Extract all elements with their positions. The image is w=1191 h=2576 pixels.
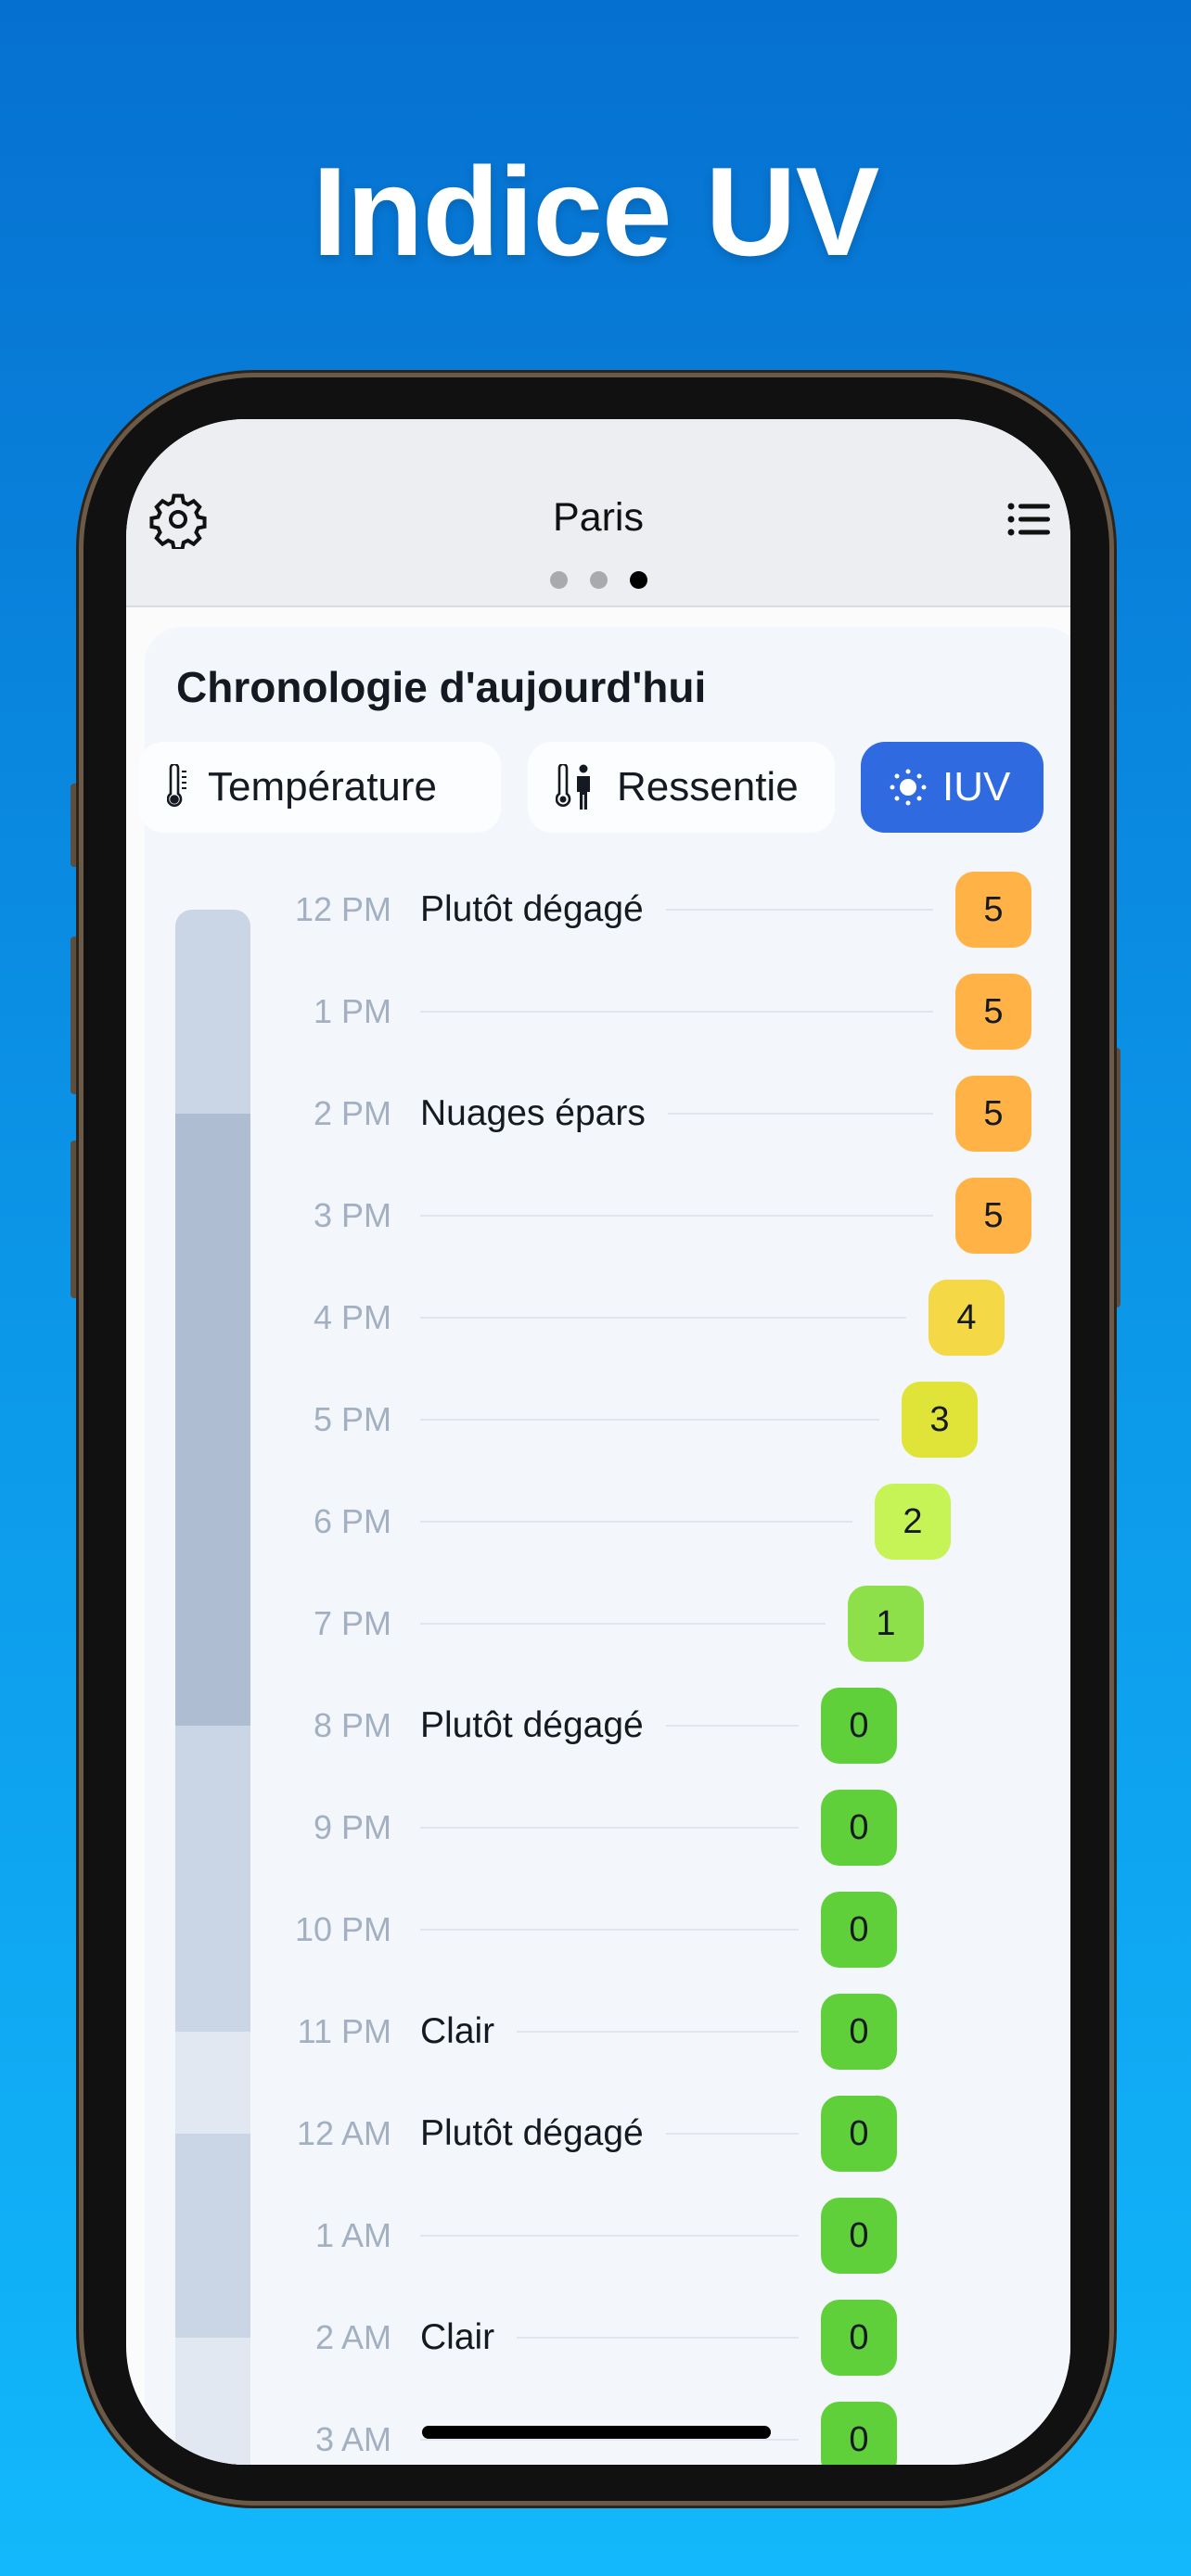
sky-condition-segment — [175, 2440, 250, 2465]
row-divider — [420, 1623, 826, 1625]
uv-index-badge: 5 — [955, 872, 1031, 948]
card-title: Chronologie d'aujourd'hui — [176, 663, 707, 711]
tab-label: Température — [208, 764, 438, 810]
sky-condition-segment — [175, 1828, 250, 1930]
row-divider — [420, 1521, 852, 1523]
sky-condition-segment — [175, 1930, 250, 2032]
row-time: 12 AM — [296, 2114, 391, 2152]
row-time: 6 PM — [313, 1502, 391, 1540]
sky-condition-segment — [175, 910, 250, 1012]
tab-label: Ressentie — [617, 764, 799, 810]
sky-condition-segment — [175, 1216, 250, 1318]
row-time: 8 PM — [313, 1706, 391, 1744]
row-time: 2 PM — [313, 1094, 391, 1132]
row-time: 2 AM — [314, 2318, 391, 2356]
row-time: 11 PM — [297, 2012, 391, 2050]
sky-condition-segment — [175, 1114, 250, 1216]
tab-uv-index[interactable]: IUV — [861, 742, 1044, 833]
sun-icon — [890, 769, 927, 806]
row-time: 1 PM — [313, 992, 391, 1030]
row-divider — [420, 2337, 799, 2339]
row-divider — [420, 1929, 799, 1931]
city-title: Paris — [553, 495, 644, 540]
row-time: 4 PM — [313, 1298, 391, 1336]
sky-condition-segment — [175, 2338, 250, 2440]
row-condition: Clair — [420, 2011, 518, 2052]
row-condition: Plutôt dégagé — [420, 2113, 666, 2154]
side-button-power — [1111, 1048, 1121, 1307]
row-time: 10 PM — [294, 1910, 391, 1948]
page-headline: Indice UV — [312, 141, 880, 282]
side-button-volume-up — [70, 937, 80, 1094]
sky-condition-segment — [175, 2032, 250, 2134]
tab-feels-like[interactable]: Ressentie — [528, 742, 835, 833]
page-dot-active[interactable] — [629, 571, 647, 589]
sky-condition-segment — [175, 1012, 250, 1114]
uv-index-badge: 5 — [955, 974, 1031, 1050]
sky-condition-segment — [175, 1318, 250, 1420]
page-dot[interactable] — [589, 571, 608, 589]
uv-index-badge: 0 — [821, 2096, 897, 2172]
uv-index-badge: 0 — [821, 1790, 897, 1866]
uv-index-badge: 0 — [821, 2402, 897, 2465]
row-divider — [420, 2235, 799, 2237]
row-time: 3 AM — [314, 2420, 391, 2458]
uv-index-badge: 0 — [821, 1892, 897, 1968]
row-divider — [420, 1419, 879, 1421]
row-divider — [420, 1113, 933, 1115]
uv-index-badge: 0 — [821, 1994, 897, 2070]
sky-condition-segment — [175, 1420, 250, 1522]
row-condition: Plutôt dégagé — [420, 1705, 666, 1746]
uv-index-badge: 3 — [902, 1382, 978, 1458]
thermometer-icon — [167, 764, 186, 807]
row-condition: Nuages épars — [420, 1093, 668, 1134]
row-condition: Clair — [420, 2317, 518, 2358]
row-divider — [420, 1011, 933, 1013]
tab-label: IUV — [942, 764, 1011, 810]
row-time: 5 PM — [313, 1400, 391, 1438]
list-icon[interactable] — [1007, 501, 1050, 538]
row-time: 1 AM — [314, 2216, 391, 2254]
uv-index-badge: 5 — [955, 1076, 1031, 1152]
row-divider — [420, 2439, 799, 2441]
row-divider — [420, 1317, 906, 1319]
side-button-volume-down — [70, 1141, 80, 1298]
uv-index-badge: 0 — [821, 2300, 897, 2376]
uv-index-badge: 0 — [821, 1688, 897, 1764]
uv-index-badge: 5 — [955, 1178, 1031, 1254]
sky-condition-segment — [175, 1624, 250, 1726]
sky-condition-segment — [175, 2236, 250, 2338]
sky-condition-segment — [175, 2134, 250, 2236]
uv-index-badge: 0 — [821, 2198, 897, 2274]
row-divider — [420, 909, 933, 911]
row-time: 3 PM — [313, 1196, 391, 1234]
home-indicator — [422, 2426, 771, 2439]
uv-index-badge: 2 — [875, 1484, 951, 1560]
side-button-silent — [70, 784, 80, 867]
row-time: 9 PM — [313, 1808, 391, 1846]
uv-index-badge: 1 — [848, 1586, 924, 1662]
thermometer-person-icon — [556, 764, 590, 810]
gear-icon[interactable] — [148, 490, 208, 549]
sky-condition-segment — [175, 1522, 250, 1624]
app-screen: Paris Chronologie d'aujourd'hui Températ… — [126, 419, 1070, 2465]
nav-bar: Paris — [126, 419, 1070, 607]
sky-condition-segment — [175, 1726, 250, 1828]
page-indicator[interactable] — [126, 571, 1070, 589]
row-divider — [420, 1215, 933, 1217]
row-divider — [420, 1827, 799, 1829]
row-divider — [420, 2031, 799, 2033]
uv-index-badge: 4 — [928, 1280, 1005, 1356]
row-time: 7 PM — [313, 1604, 391, 1642]
row-condition: Plutôt dégagé — [420, 889, 666, 930]
page-dot[interactable] — [549, 571, 568, 589]
row-time: 12 PM — [294, 890, 391, 928]
tab-temperature[interactable]: Température — [139, 742, 501, 833]
